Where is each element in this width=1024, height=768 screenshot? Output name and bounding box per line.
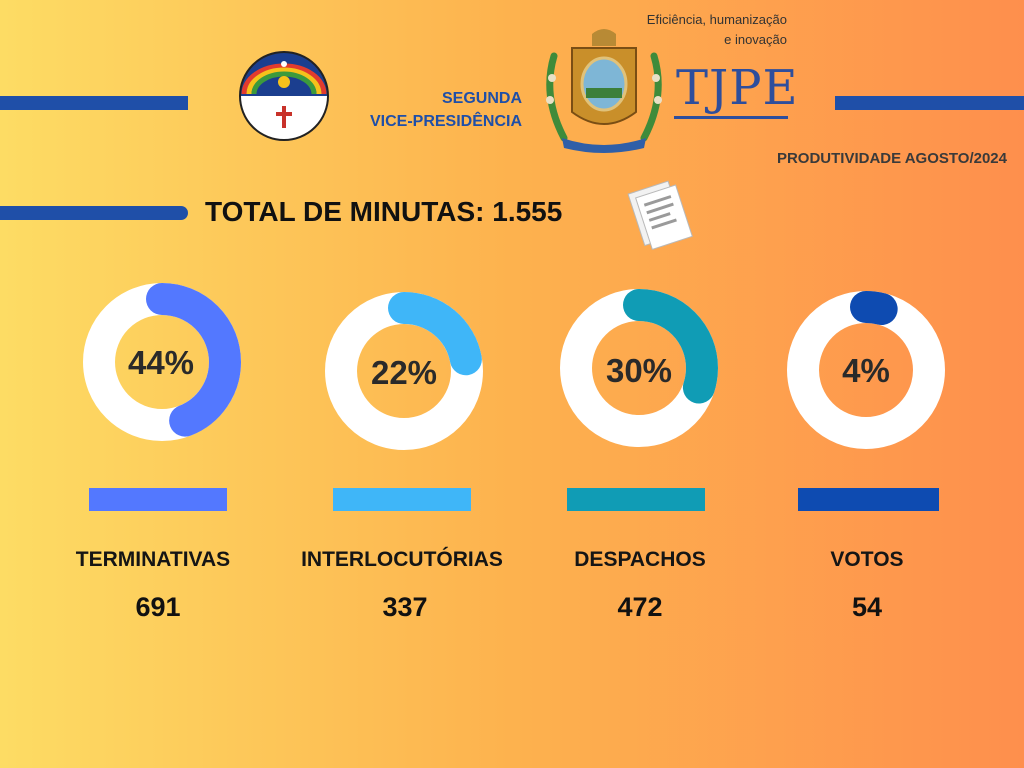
category-value-terminativas: 691 bbox=[135, 592, 181, 622]
vice-presidency-line2: VICE-PRESIDÊNCIA bbox=[369, 113, 522, 130]
tjpe-logo: TJPE bbox=[676, 60, 799, 116]
coat-of-arms-icon bbox=[546, 29, 662, 153]
decorative-line-left-top bbox=[0, 96, 188, 110]
percent-label-interlocutorias: 22% bbox=[370, 354, 438, 391]
slogan-line2: e inovação bbox=[724, 32, 787, 47]
percent-label-votos: 4% bbox=[842, 352, 890, 389]
documents-icon bbox=[627, 180, 693, 250]
category-label-votos: VOTOS bbox=[830, 548, 904, 571]
donut-arc-interlocutorias bbox=[325, 292, 483, 450]
decorative-line-left-mid bbox=[0, 206, 188, 220]
tjpe-logo-underline bbox=[674, 116, 788, 119]
decorative-line-right-top bbox=[835, 96, 1024, 110]
pernambuco-flag-icon bbox=[239, 51, 329, 141]
vice-presidency-line1: SEGUNDA bbox=[441, 90, 522, 107]
donut-arc-votos bbox=[787, 291, 945, 449]
donut-arc-terminativas bbox=[83, 283, 241, 441]
swatch-interlocutorias bbox=[333, 488, 471, 511]
category-label-despachos: DESPACHOS bbox=[574, 548, 706, 571]
swatch-terminativas bbox=[89, 488, 227, 511]
category-value-despachos: 472 bbox=[617, 592, 663, 622]
percent-label-terminativas: 44% bbox=[127, 344, 195, 381]
total-minutas: TOTAL DE MINUTAS: 1.555 bbox=[205, 196, 563, 227]
swatch-votos bbox=[798, 488, 939, 511]
slogan-line1: Eficiência, humanização bbox=[646, 12, 787, 27]
swatch-despachos bbox=[567, 488, 705, 511]
category-value-interlocutorias: 337 bbox=[382, 592, 428, 622]
category-label-terminativas: TERMINATIVAS bbox=[75, 548, 231, 571]
productivity-title: PRODUTIVIDADE AGOSTO/2024 bbox=[776, 150, 1007, 167]
donut-arc-despachos bbox=[560, 289, 718, 447]
category-value-votos: 54 bbox=[851, 592, 883, 622]
category-label-interlocutorias: INTERLOCUTÓRIAS bbox=[301, 548, 503, 571]
percent-label-despachos: 30% bbox=[605, 352, 673, 389]
